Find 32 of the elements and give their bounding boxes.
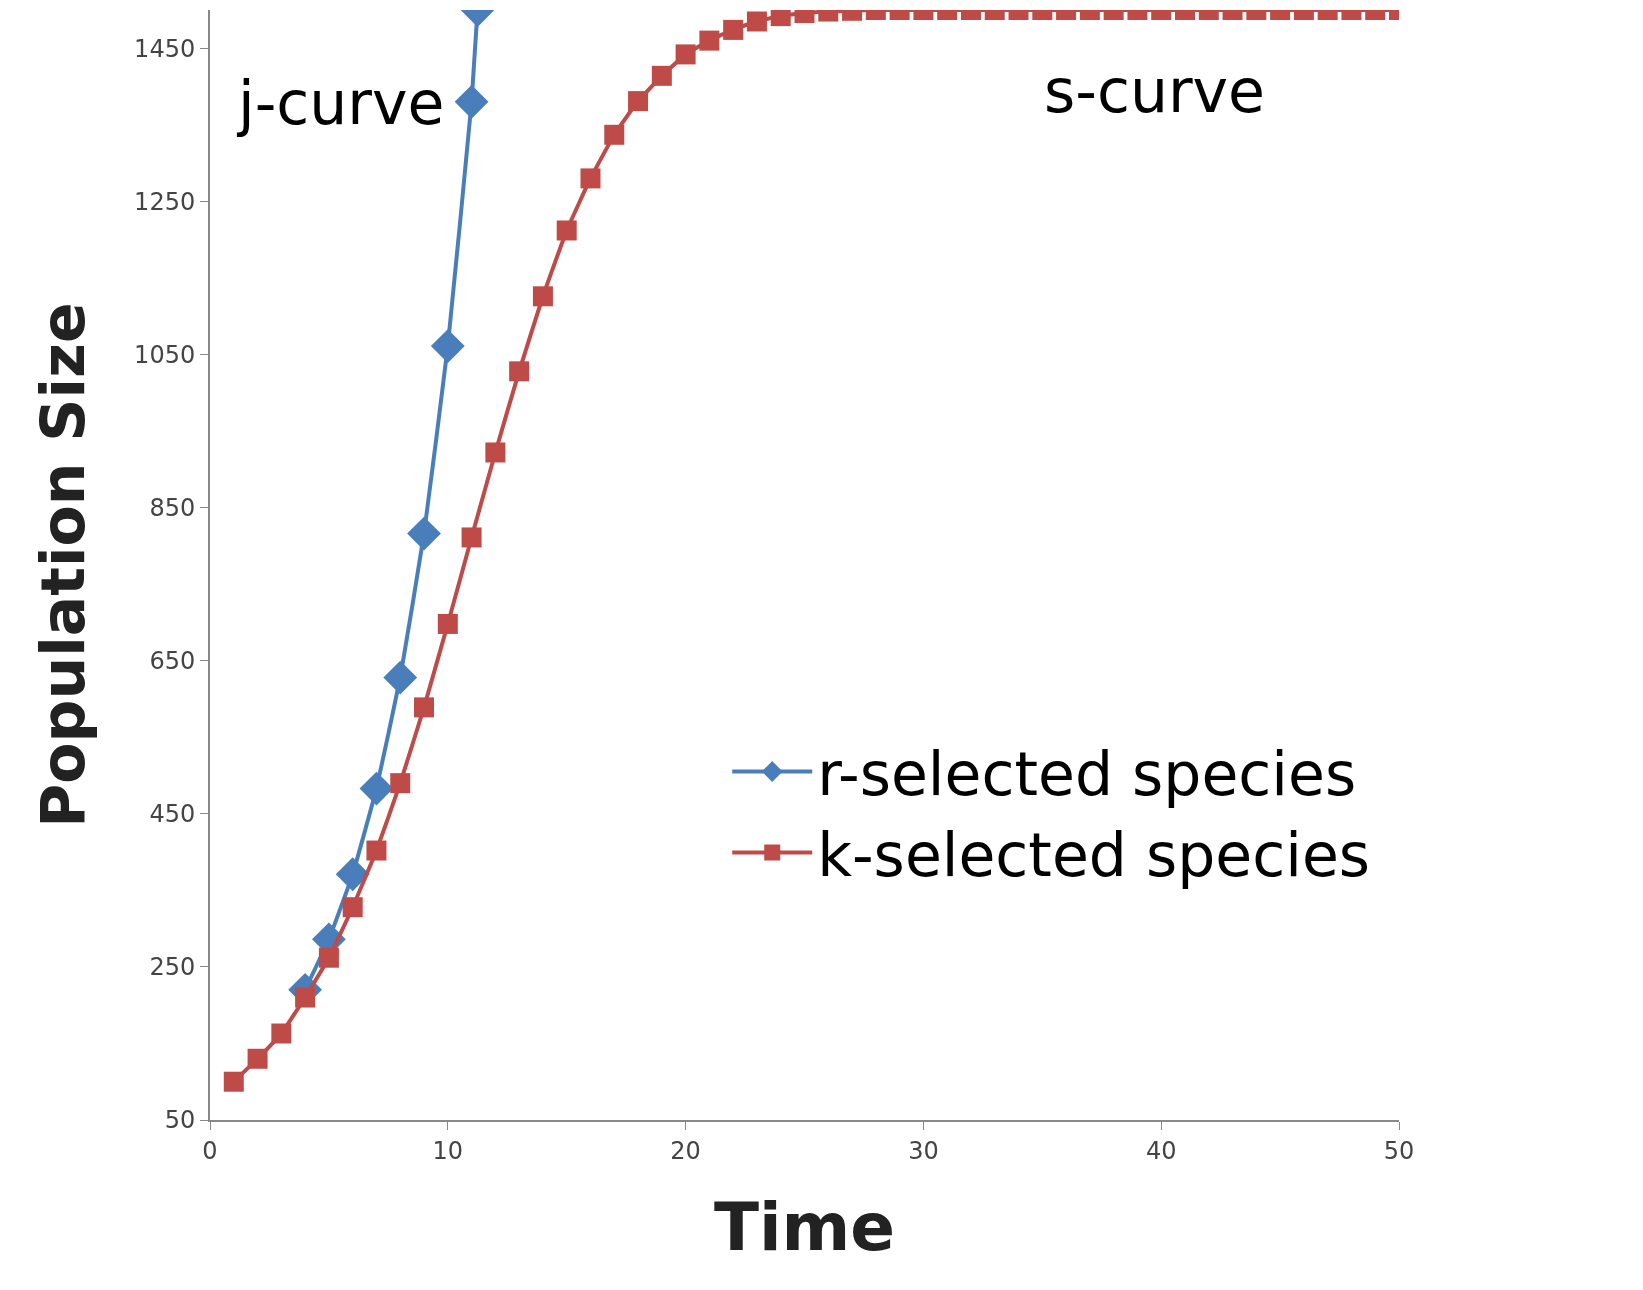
y-tick-label: 250 bbox=[149, 953, 196, 982]
legend-label: k-selected species bbox=[817, 819, 1371, 890]
point bbox=[271, 1023, 292, 1044]
point bbox=[461, 527, 482, 548]
y-tick-label: 1050 bbox=[134, 340, 196, 369]
point bbox=[247, 1048, 268, 1069]
point bbox=[366, 840, 387, 861]
y-tick-label: 1450 bbox=[134, 34, 196, 63]
x-tick-label: 40 bbox=[1145, 1136, 1177, 1165]
x-tick-label: 10 bbox=[432, 1136, 464, 1165]
legend-label: r-selected species bbox=[817, 738, 1357, 809]
annotation: j-curve bbox=[236, 68, 445, 138]
x-tick-label: 30 bbox=[908, 1136, 939, 1165]
point bbox=[295, 987, 316, 1008]
y-tick-label: 650 bbox=[149, 647, 196, 676]
x-tick-label: 50 bbox=[1383, 1136, 1415, 1165]
point bbox=[437, 613, 458, 634]
point bbox=[414, 697, 435, 718]
x-tick-label: 0 bbox=[202, 1136, 218, 1165]
y-tick-label: 450 bbox=[149, 800, 196, 829]
point bbox=[223, 1071, 244, 1092]
point bbox=[342, 897, 363, 918]
x-tick-label: 20 bbox=[670, 1136, 701, 1165]
point bbox=[318, 947, 339, 968]
annotation: s-curve bbox=[1044, 56, 1266, 126]
y-tick-label: 850 bbox=[149, 493, 196, 522]
y-tick-label: 50 bbox=[164, 1106, 196, 1135]
y-tick-label: 1250 bbox=[134, 187, 196, 216]
point bbox=[383, 660, 418, 695]
y-axis-title: Population Size bbox=[28, 302, 99, 828]
x-axis-title: Time bbox=[713, 1189, 896, 1266]
point bbox=[390, 773, 411, 794]
